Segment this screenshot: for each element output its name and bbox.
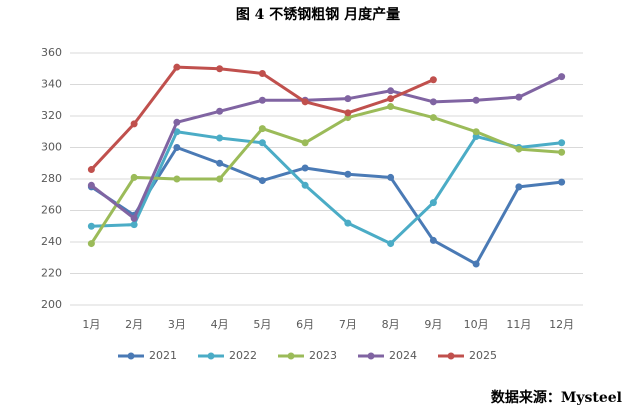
data-point: [558, 148, 566, 156]
data-point: [429, 114, 437, 122]
data-point: [429, 76, 437, 84]
data-point: [472, 128, 480, 136]
data-point: [258, 69, 266, 77]
data-point: [258, 139, 266, 147]
data-point: [258, 96, 266, 104]
data-point: [387, 240, 395, 248]
y-tick-label: 220: [41, 267, 62, 280]
data-point: [130, 120, 138, 128]
series-line: [90, 75, 563, 220]
data-point: [301, 181, 309, 189]
data-point: [216, 107, 224, 115]
data-point: [173, 144, 181, 151]
x-tick-label: 10月: [464, 318, 489, 331]
legend-label: 2024: [389, 349, 417, 362]
legend-marker: [287, 352, 295, 360]
data-point: [130, 173, 138, 181]
y-tick-label: 360: [41, 46, 62, 59]
data-point: [216, 159, 224, 167]
x-tick-label: 4月: [211, 318, 229, 331]
data-point: [258, 125, 266, 133]
data-point: [429, 98, 437, 106]
data-point: [387, 173, 395, 181]
legend-label: 2025: [469, 349, 497, 362]
x-tick-label: 7月: [339, 318, 357, 331]
data-point: [216, 65, 224, 73]
data-point: [515, 145, 523, 153]
x-tick-label: 5月: [253, 318, 271, 331]
legend-marker: [127, 352, 135, 360]
data-point: [472, 260, 480, 268]
data-point: [515, 93, 523, 101]
data-point: [173, 63, 181, 71]
series-line: [90, 65, 434, 171]
data-point: [173, 128, 181, 136]
x-tick-label: 8月: [382, 318, 400, 331]
data-point: [301, 164, 309, 172]
data-point: [344, 95, 352, 103]
y-tick-label: 240: [41, 235, 62, 248]
source-note: 数据来源：Mysteel: [491, 389, 622, 406]
x-tick-label: 12月: [549, 318, 574, 331]
data-point: [472, 96, 480, 104]
data-point: [429, 236, 437, 244]
data-point: [301, 98, 309, 106]
y-tick-label: 200: [41, 298, 62, 311]
chart-title: 图 4 不锈钢粗钢 月度产量: [236, 6, 400, 23]
data-point: [344, 219, 352, 227]
data-point: [130, 221, 138, 229]
x-tick-label: 6月: [296, 318, 314, 331]
x-tick-label: 3月: [168, 318, 186, 331]
data-point: [87, 240, 95, 248]
data-point: [258, 177, 266, 185]
data-point: [301, 139, 309, 147]
x-tick-label: 1月: [82, 318, 100, 331]
data-point: [173, 175, 181, 183]
series-line: [90, 146, 562, 266]
legend-marker: [367, 352, 375, 360]
data-point: [344, 170, 352, 178]
x-tick-label: 11月: [506, 318, 531, 331]
x-tick-label: 2月: [125, 318, 143, 331]
y-tick-label: 340: [41, 78, 62, 91]
data-point: [558, 73, 566, 81]
data-point: [130, 214, 138, 222]
data-point: [387, 95, 395, 103]
y-tick-label: 320: [41, 109, 62, 122]
data-point: [173, 118, 181, 126]
series-line: [91, 130, 562, 246]
legend-label: 2021: [149, 349, 177, 362]
data-point: [558, 178, 566, 186]
data-point: [387, 103, 395, 111]
y-tick-label: 260: [41, 204, 62, 217]
data-point: [87, 222, 95, 230]
data-point: [515, 183, 523, 191]
data-point: [344, 109, 352, 117]
series-line: [90, 105, 562, 245]
legend-marker: [447, 352, 455, 360]
data-point: [387, 87, 395, 95]
data-point: [87, 181, 95, 189]
y-tick-label: 300: [41, 141, 62, 154]
x-tick-label: 9月: [424, 318, 442, 331]
data-point: [87, 166, 95, 174]
y-tick-label: 280: [41, 172, 62, 185]
legend-label: 2022: [229, 349, 257, 362]
data-point: [429, 199, 437, 207]
legend-marker: [207, 352, 215, 360]
legend-label: 2023: [309, 349, 337, 362]
data-point: [558, 139, 566, 147]
data-point: [216, 175, 224, 183]
data-point: [216, 134, 224, 142]
